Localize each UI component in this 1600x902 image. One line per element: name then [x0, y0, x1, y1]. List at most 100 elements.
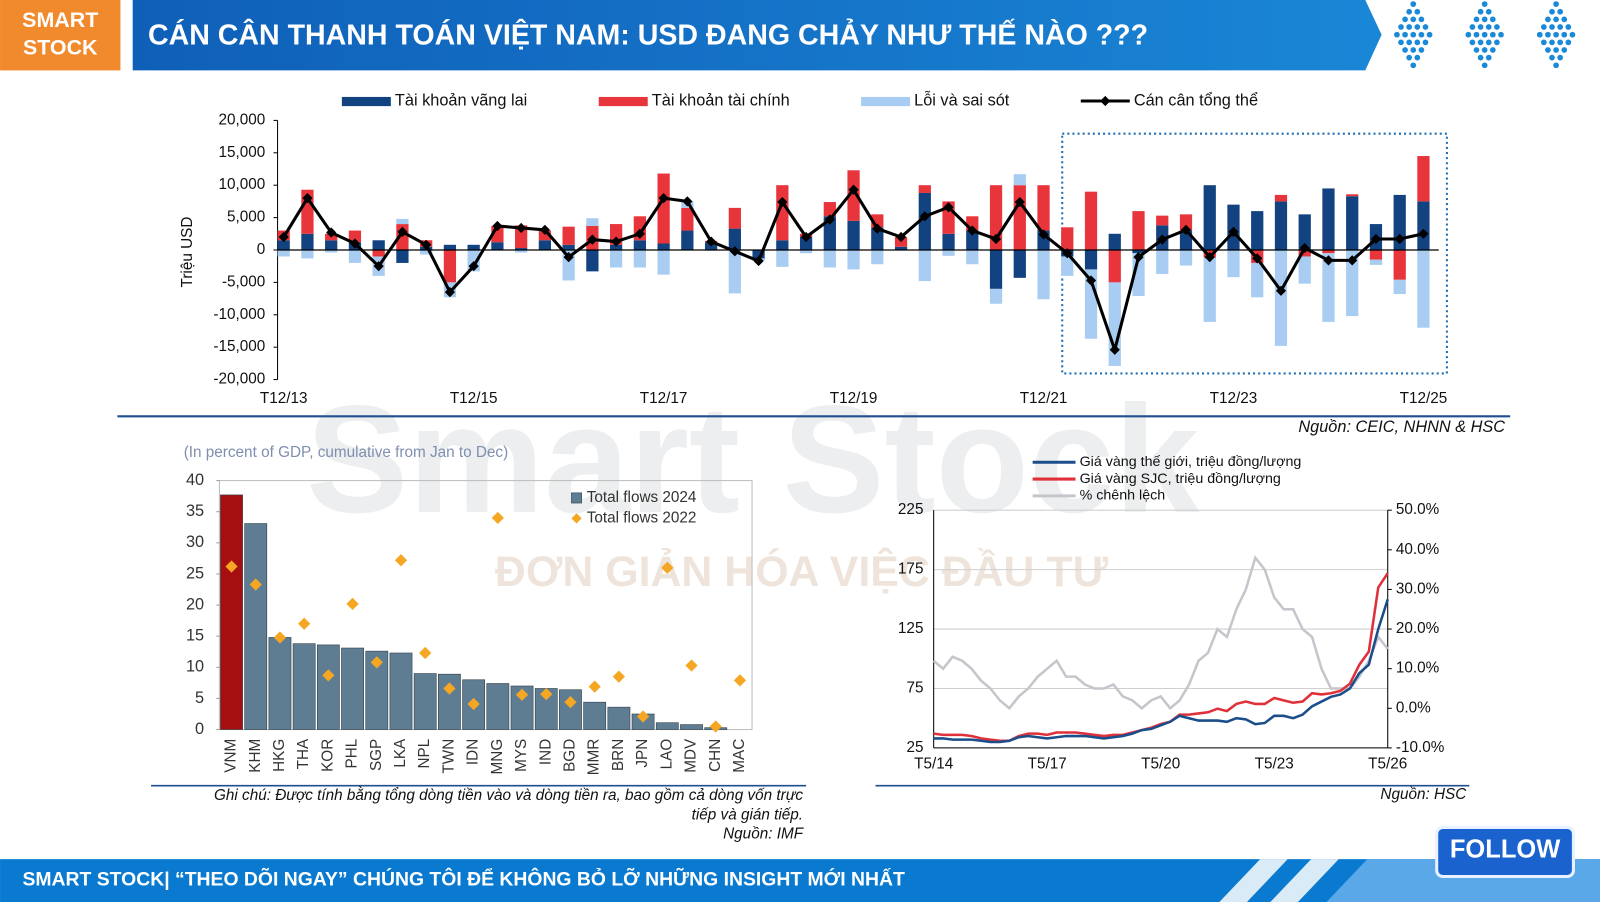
dot — [1481, 47, 1488, 53]
watermark-slogan: ĐƠN GIẢN HÓA VIỆC ĐẦU TƯ — [495, 547, 1109, 596]
y-tick-label: 5 — [195, 689, 204, 707]
point — [588, 680, 601, 693]
dot — [1494, 24, 1500, 30]
button-bg[interactable] — [1435, 825, 1575, 879]
bar — [486, 683, 510, 730]
dot — [1414, 24, 1421, 30]
point — [322, 669, 335, 682]
y-tick-label: 15,000 — [219, 144, 266, 161]
y-tick-label: 10,000 — [219, 176, 266, 193]
title-banner — [132, 0, 1382, 71]
bar-segment — [562, 226, 575, 245]
bar-segment — [1227, 249, 1240, 278]
dot — [1561, 31, 1568, 38]
line-marker — [1252, 253, 1263, 264]
line-marker — [278, 231, 289, 243]
point — [298, 617, 311, 630]
y2-tick-label: 40.0% — [1396, 541, 1440, 558]
bar — [655, 722, 679, 730]
bar-segment — [1322, 253, 1335, 322]
y-tick-label: 35 — [186, 502, 204, 520]
dot — [1418, 47, 1425, 53]
y-tick-label: -5,000 — [222, 273, 265, 290]
dot — [1565, 24, 1572, 30]
bar-segment — [847, 249, 860, 270]
dot — [1410, 31, 1417, 38]
legend-swatch — [341, 96, 391, 107]
bar-segment — [1132, 249, 1145, 254]
bar-segment — [776, 249, 789, 267]
bar-segment — [1346, 249, 1359, 317]
bar-segment — [1061, 256, 1074, 276]
bar-segment — [989, 288, 1003, 304]
line-marker — [1347, 255, 1358, 266]
dot — [1536, 31, 1543, 38]
y-tick-label: 125 — [898, 620, 924, 637]
y-tick-label: 5,000 — [227, 209, 265, 226]
y2-tick-label: 30.0% — [1396, 580, 1440, 597]
bar-segment — [918, 249, 931, 282]
bar-segment — [1203, 185, 1216, 250]
bar-segment — [1298, 214, 1311, 250]
follow-button[interactable]: FOLLOW — [1435, 825, 1575, 879]
bar-segment — [610, 249, 623, 268]
bar-segment — [847, 220, 860, 250]
x-tick-label: T5/23 — [1255, 755, 1294, 772]
bar — [607, 706, 631, 730]
dot — [1545, 47, 1551, 53]
bar-segment — [1298, 249, 1311, 257]
bar-segment — [1393, 194, 1406, 250]
bar-segment — [871, 227, 884, 250]
point — [419, 646, 432, 660]
dot — [1489, 16, 1496, 23]
bar-segment — [728, 207, 741, 229]
legend-swatch — [861, 96, 911, 107]
bar-segment — [1274, 249, 1288, 346]
logo-line: SMART — [22, 8, 98, 32]
point — [467, 697, 480, 711]
bar-segment — [372, 249, 385, 257]
dot — [1553, 47, 1559, 53]
y-tick-label: 20,000 — [219, 111, 266, 128]
y-axis-title: Triệu USD — [179, 217, 196, 288]
dot — [1485, 54, 1492, 61]
note-line: Ghi chú: Được tính bằng tổng dòng tiền v… — [214, 787, 803, 804]
bar-segment — [277, 249, 290, 257]
dot — [1477, 54, 1484, 61]
bar — [583, 701, 607, 730]
bar-segment — [1251, 262, 1264, 298]
bar-segment — [1346, 196, 1359, 250]
bar-segment — [586, 249, 599, 272]
point — [249, 578, 262, 591]
dot — [1418, 31, 1425, 38]
bar — [292, 643, 316, 730]
line-marker — [1109, 344, 1120, 355]
footer-text: SMART STOCK| “THEO DÕI NGAY” CHÚNG TÔI Đ… — [22, 867, 904, 891]
bar-segment — [586, 218, 599, 227]
bar-segment — [752, 249, 765, 259]
line-marker — [800, 231, 812, 243]
x-tick-label: T5/20 — [1141, 755, 1180, 772]
bar — [413, 673, 437, 730]
dot — [1549, 39, 1555, 46]
bar-segment — [1393, 249, 1406, 280]
source: Nguồn: IMF — [723, 826, 805, 843]
bar-segment — [633, 249, 646, 268]
source: Nguồn: HSC — [1380, 786, 1467, 803]
dot — [1402, 31, 1408, 38]
line-marker — [373, 261, 384, 272]
button-label[interactable]: FOLLOW — [1450, 836, 1561, 864]
bar-segment — [538, 240, 552, 250]
bar — [510, 685, 534, 730]
dot — [1481, 62, 1488, 69]
bar-segment — [966, 249, 979, 265]
dot — [1485, 39, 1492, 46]
x-tick-label: KOR — [319, 739, 336, 772]
y-tick-label: 30 — [186, 533, 204, 551]
line-marker — [302, 193, 313, 204]
bar — [316, 644, 340, 730]
bar-segment — [847, 170, 860, 221]
y-tick-label: -15,000 — [213, 338, 265, 355]
point — [709, 720, 722, 733]
x-tick-label: T5/17 — [1028, 755, 1067, 772]
